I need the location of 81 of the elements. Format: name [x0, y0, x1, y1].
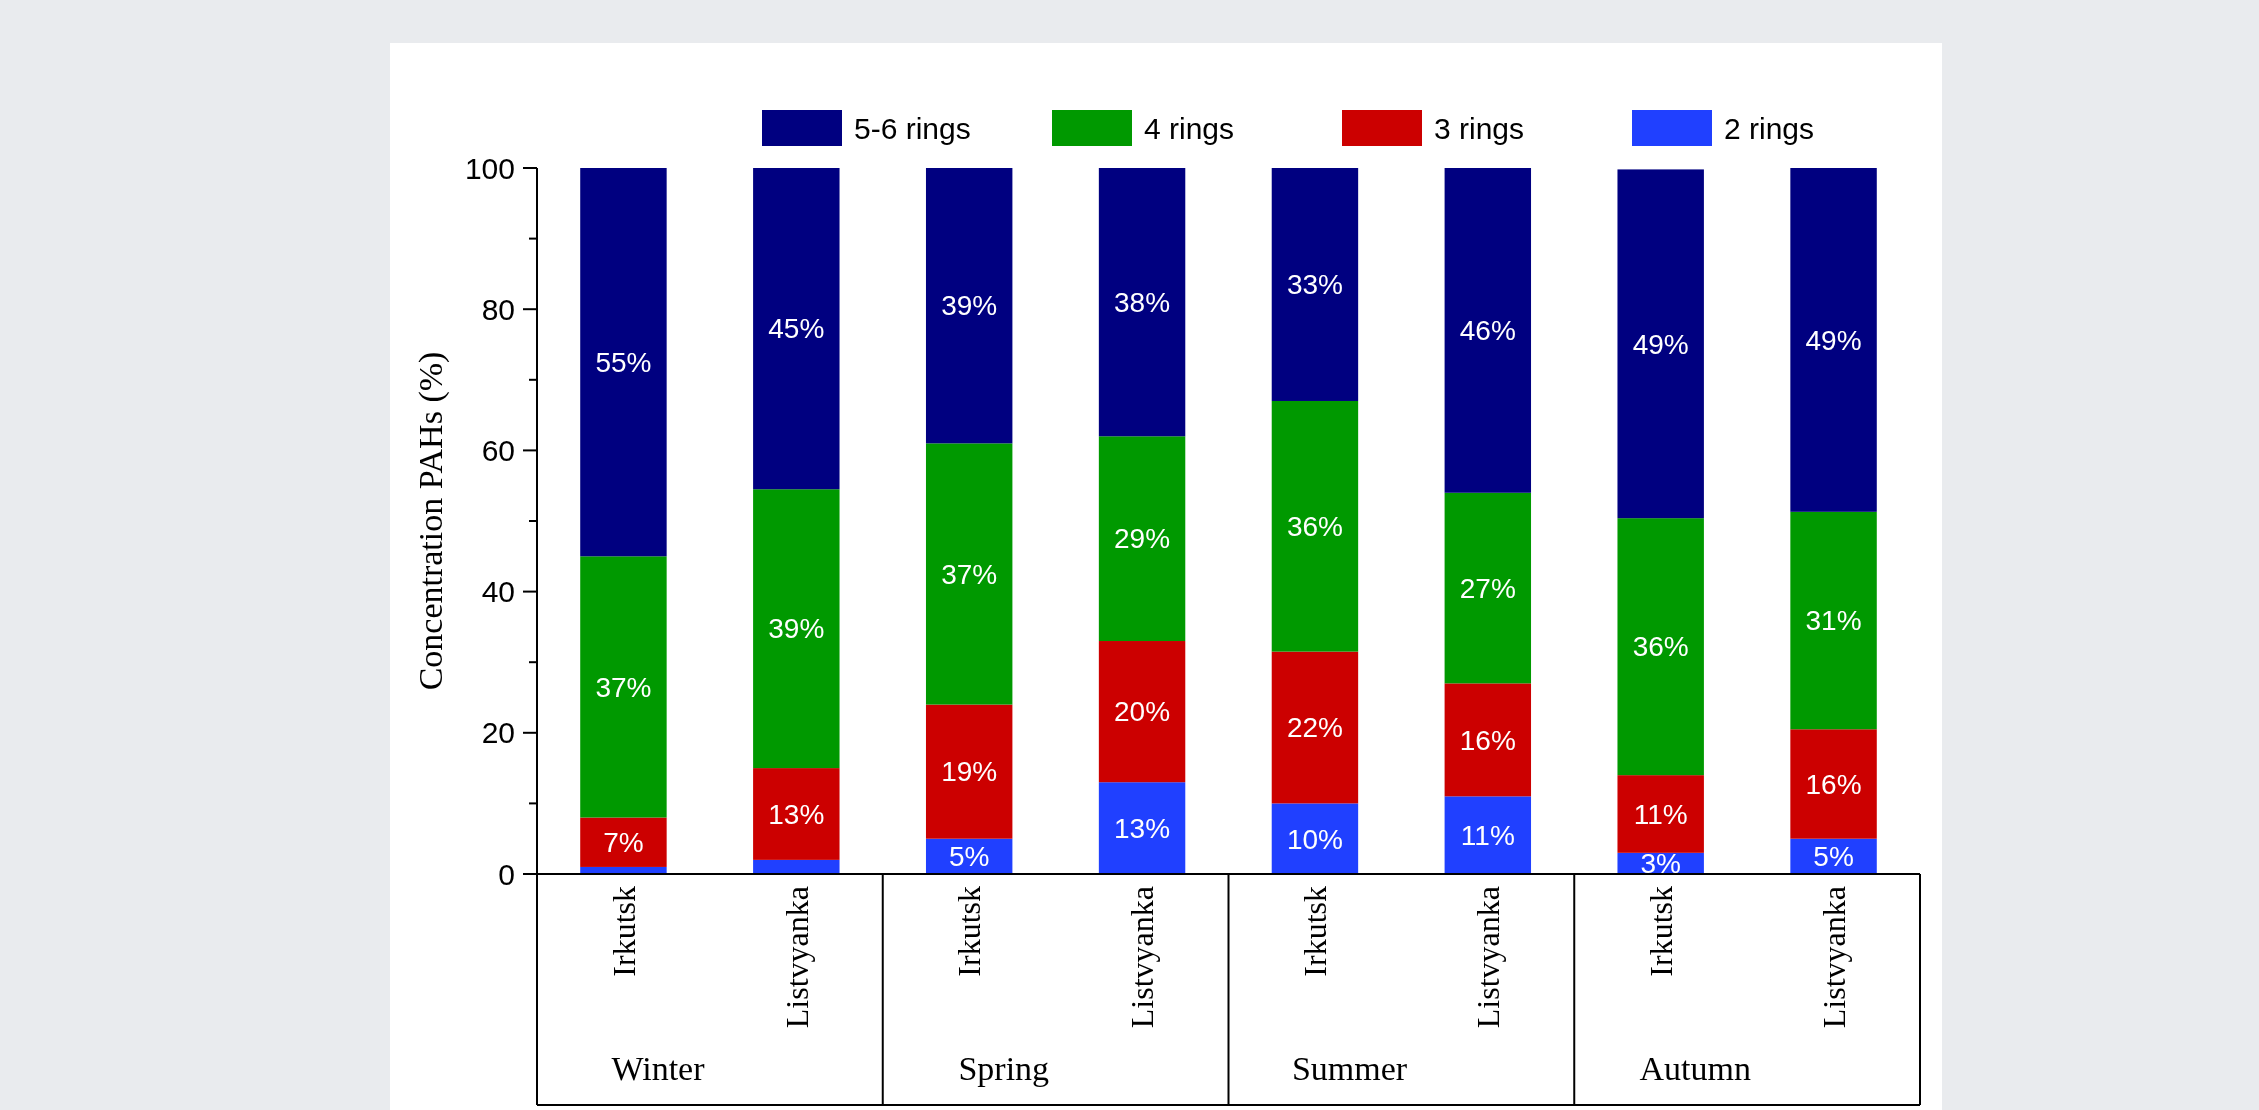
data-label: 5% — [948, 841, 990, 873]
data-label: 11% — [1460, 819, 1515, 851]
y-tick-label: 60 — [481, 433, 515, 467]
legend-label: 4 rings — [1144, 111, 1235, 145]
data-label: 29% — [1114, 523, 1171, 555]
text: Summer — [1291, 1050, 1408, 1087]
bar — [580, 556, 667, 818]
data-label: 37% — [941, 558, 998, 590]
legend-label: 5-6 rings — [854, 111, 971, 145]
bar — [925, 168, 1013, 444]
y-axis-title: Concentration PAHs (%) — [412, 351, 450, 691]
data-label: 13% — [1114, 812, 1171, 844]
bar — [1790, 168, 1877, 512]
bar — [1617, 775, 1704, 853]
text: Spring — [958, 1050, 1050, 1087]
bar — [1790, 729, 1877, 839]
bar — [753, 768, 840, 860]
data-label: 22% — [1286, 712, 1343, 744]
y-tick-label: 40 — [481, 575, 515, 609]
bar — [580, 817, 667, 867]
bar — [925, 443, 1013, 705]
x-tick-label: Listvyanka — [778, 886, 815, 1029]
data-label: 7% — [603, 827, 644, 859]
data-label: 33% — [1286, 269, 1343, 301]
data-label: 16% — [1459, 724, 1516, 756]
data-label: 38% — [1114, 286, 1171, 318]
data-label: 10% — [1286, 823, 1343, 855]
data-label: 27% — [1459, 572, 1516, 604]
data-label: 36% — [1286, 511, 1343, 543]
data-label: 36% — [1632, 631, 1689, 663]
text: Winter — [611, 1050, 706, 1087]
data-label: 20% — [1114, 696, 1171, 728]
bar — [1444, 796, 1532, 874]
bar — [753, 168, 840, 490]
data-label: 37% — [595, 671, 652, 703]
bar — [1098, 168, 1186, 437]
data-label: 16% — [1805, 768, 1862, 800]
data-label: 5% — [1813, 841, 1854, 873]
bar — [1098, 782, 1186, 874]
bar — [1617, 518, 1704, 776]
bar — [1271, 803, 1359, 874]
bar — [1271, 168, 1359, 401]
data-label: 49% — [1632, 328, 1689, 360]
data-label: 31% — [1805, 605, 1862, 637]
data-label: 11% — [1633, 798, 1688, 830]
legend-label: 2 rings — [1724, 111, 1815, 145]
bar — [1098, 436, 1186, 642]
y-tick-label: 100 — [464, 151, 515, 185]
data-label: 3% — [1640, 848, 1681, 880]
bar — [1444, 492, 1532, 684]
bar — [580, 168, 667, 557]
bar — [1444, 168, 1532, 493]
y-tick-label: 0 — [498, 857, 515, 891]
text: Autumn — [1639, 1050, 1751, 1087]
x-tick-label: Listvyanka — [1470, 886, 1507, 1029]
bar — [753, 489, 840, 769]
x-tick-label: Irkutsk — [1642, 886, 1679, 977]
bar — [753, 859, 840, 874]
bar — [1790, 511, 1877, 730]
data-label: 19% — [941, 756, 998, 788]
bar — [1444, 683, 1532, 797]
x-tick-label: Listvyanka — [1124, 886, 1161, 1029]
bar — [1098, 641, 1186, 783]
x-tick-label: Irkutsk — [605, 886, 642, 977]
x-tick-label: Listvyanka — [1815, 886, 1852, 1029]
data-label: 39% — [768, 613, 825, 645]
bar — [1271, 651, 1359, 804]
data-label: 55% — [595, 346, 652, 378]
x-tick-label: Irkutsk — [951, 886, 988, 977]
bar — [925, 704, 1013, 839]
bar — [1271, 400, 1359, 652]
y-tick-label: 20 — [481, 716, 515, 750]
data-label: 13% — [768, 798, 825, 830]
y-tick-label: 80 — [481, 292, 515, 326]
x-tick-label: Irkutsk — [1297, 886, 1334, 977]
bar — [1617, 169, 1704, 519]
data-label: 39% — [941, 290, 998, 322]
data-label: 49% — [1805, 324, 1862, 356]
data-label: 45% — [768, 313, 825, 345]
data-label: 46% — [1459, 315, 1516, 347]
legend-label: 3 rings — [1434, 111, 1525, 145]
